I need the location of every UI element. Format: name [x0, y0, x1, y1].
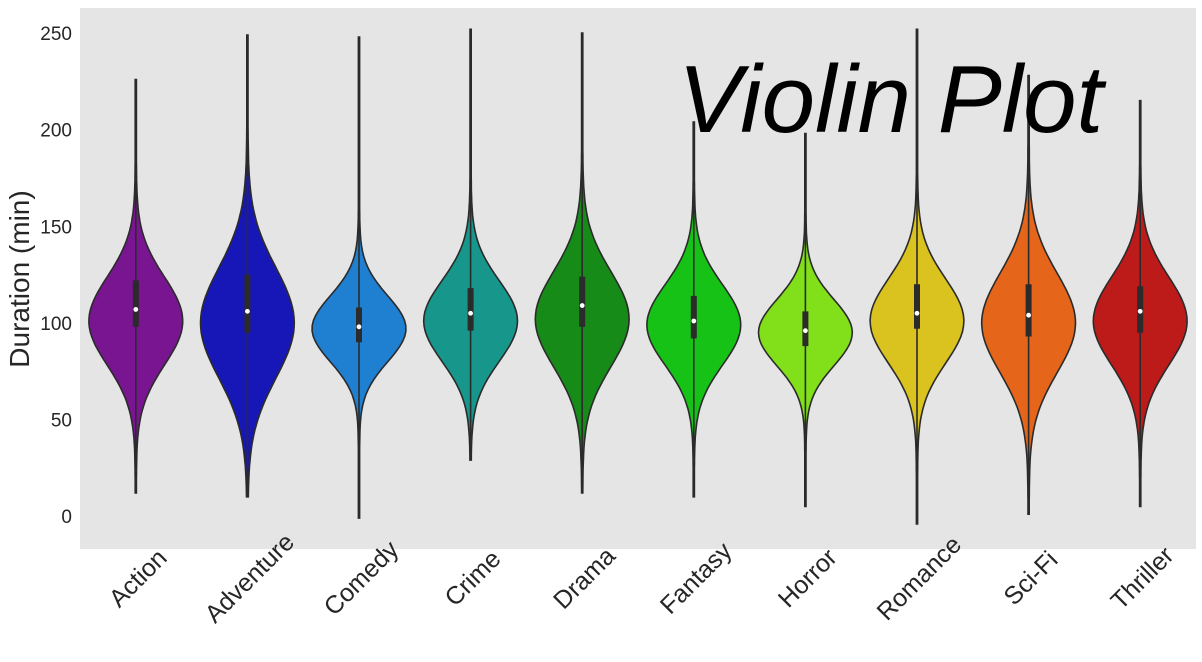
violins-group: [88, 28, 1188, 525]
y-tick-label: 50: [51, 411, 72, 432]
y-axis-label: Duration (min): [4, 190, 35, 367]
y-tick-label: 200: [40, 121, 72, 142]
violin-median-point: [1026, 312, 1031, 318]
x-tick-label: Action: [104, 544, 173, 613]
x-tick-label: Drama: [548, 542, 621, 615]
violin-median-point: [133, 307, 139, 312]
x-tick-label: Crime: [439, 545, 506, 612]
violin-median-point: [579, 303, 585, 308]
y-tick-label: 100: [40, 314, 72, 335]
violin-median-point: [803, 328, 808, 334]
violin-median-point: [1137, 308, 1143, 314]
violin-median-point: [245, 308, 250, 314]
chart-title: Violin Plot: [678, 46, 1106, 153]
y-tick-label: 0: [61, 507, 72, 528]
x-tick-label: Horror: [773, 543, 843, 613]
y-tick-label: 250: [40, 24, 72, 45]
violin-median-point: [356, 324, 362, 330]
x-tick-label: Thriller: [1106, 541, 1180, 615]
y-axis-ticks: 0 50 100 150 200 250: [40, 24, 72, 528]
x-tick-label: Sci-Fi: [998, 546, 1063, 611]
violin-median-point: [468, 310, 473, 316]
violin-median-point: [691, 318, 697, 324]
violin-median-point: [914, 310, 920, 316]
y-tick-label: 150: [40, 217, 72, 238]
x-tick-label: Fantasy: [655, 537, 738, 620]
